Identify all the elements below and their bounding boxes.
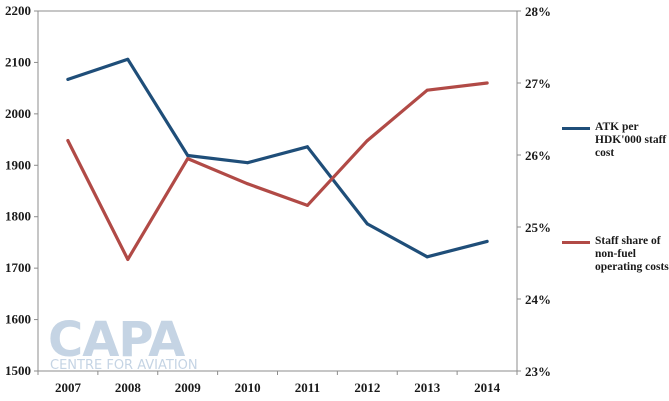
- data-point: [365, 222, 369, 226]
- legend-label-atk: ATK per HDK'000 staff cost: [595, 121, 667, 159]
- left-tick-label: 1500: [5, 363, 31, 378]
- x-tick-label: 2007: [55, 380, 82, 395]
- legend-label-staff-share: Staff share of non-fuel operating costs: [595, 235, 669, 273]
- logo-wordmark: CAPA: [48, 316, 185, 368]
- data-point: [126, 57, 130, 61]
- series-line-staff-share: [66, 81, 489, 261]
- data-point: [485, 81, 489, 85]
- legend-item-staff-share: Staff share of non-fuel operating costs: [562, 235, 669, 295]
- left-tick-label: 2200: [5, 3, 31, 18]
- left-axis: 1500 1600 1700 1800 1900 2000 2100 2200: [5, 3, 38, 378]
- left-tick-label: 2000: [5, 106, 31, 121]
- x-tick-label: 2013: [414, 380, 441, 395]
- x-tick-label: 2012: [354, 380, 380, 395]
- legend-swatch-staff-share: [562, 241, 590, 244]
- legend-item-atk: ATK per HDK'000 staff cost: [562, 121, 669, 181]
- left-tick-label: 1800: [5, 209, 31, 224]
- right-axis: 23% 24% 25% 26% 27% 28%: [517, 4, 551, 379]
- legend-swatch-atk: [562, 127, 590, 130]
- x-tick-label: 2008: [115, 380, 142, 395]
- right-tick-label: 27%: [525, 76, 551, 91]
- right-tick-label: 24%: [525, 292, 551, 307]
- data-point: [425, 88, 429, 92]
- data-point: [66, 139, 70, 143]
- data-point: [186, 157, 190, 161]
- logo-tagline: CENTRE FOR AVIATION: [50, 358, 198, 372]
- x-tick-label: 2011: [295, 380, 320, 395]
- data-point: [246, 182, 250, 186]
- data-point: [186, 154, 190, 158]
- data-point: [126, 257, 130, 261]
- capa-logo-mark: CAPA CENTRE FOR AVIATION: [48, 312, 198, 373]
- series-line-atk: [66, 57, 489, 259]
- data-point: [485, 239, 489, 243]
- left-tick-label: 1700: [5, 260, 31, 275]
- x-tick-label: 2010: [235, 380, 261, 395]
- data-point: [66, 77, 70, 81]
- x-tick-label: 2009: [175, 380, 202, 395]
- left-tick-label: 2100: [5, 54, 31, 69]
- x-tick-label: 2014: [474, 380, 501, 395]
- data-point: [365, 139, 369, 143]
- data-point: [425, 255, 429, 259]
- right-tick-label: 25%: [525, 220, 551, 235]
- data-point: [305, 203, 309, 207]
- left-tick-label: 1900: [5, 157, 31, 172]
- data-point: [305, 145, 309, 149]
- capa-logo: CAPA CENTRE FOR AVIATION: [48, 312, 218, 373]
- x-axis: 2007 2008 2009 2010 2011 2012 2013 2014: [37, 371, 518, 395]
- right-tick-label: 28%: [525, 4, 551, 19]
- data-point: [246, 161, 250, 165]
- right-tick-label: 26%: [525, 148, 551, 163]
- series-lines: [66, 57, 489, 261]
- right-tick-label: 23%: [525, 364, 551, 379]
- left-tick-label: 1600: [5, 312, 31, 327]
